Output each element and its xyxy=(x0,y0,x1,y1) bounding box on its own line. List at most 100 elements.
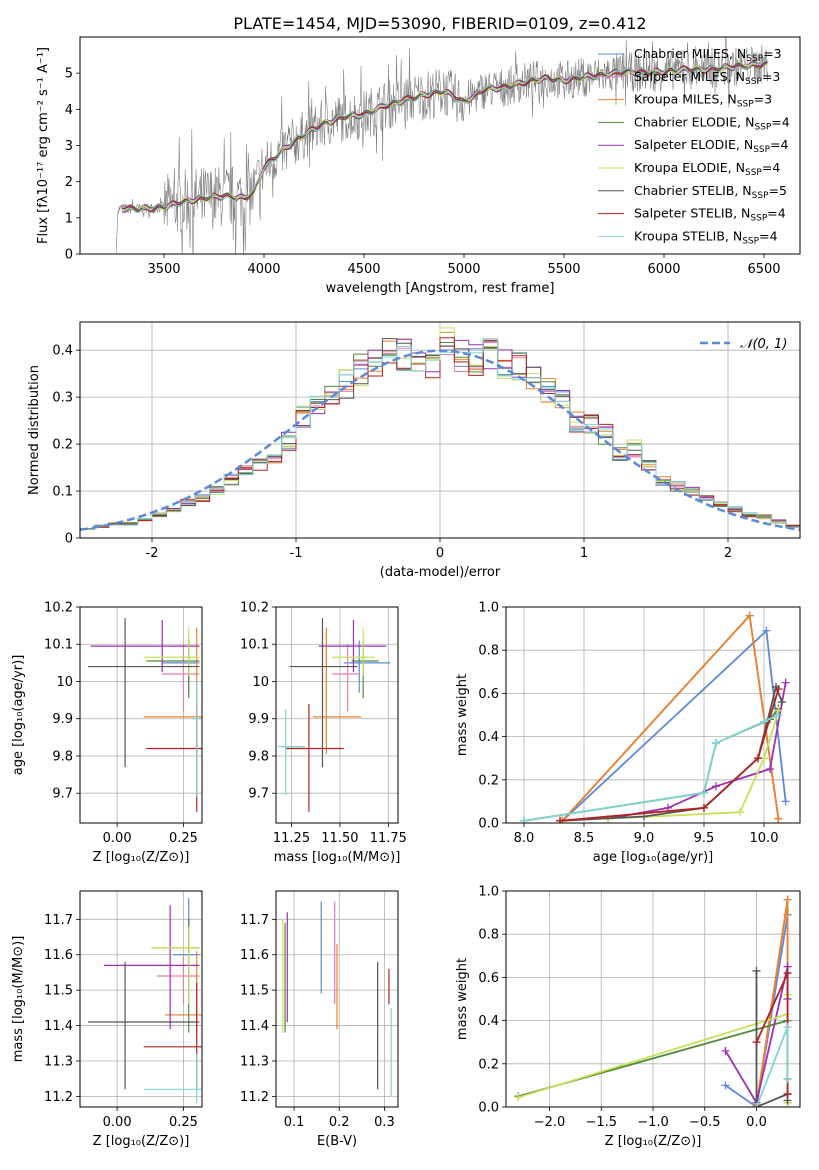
weight-marker xyxy=(752,1103,761,1107)
y-tick-label: 0.8 xyxy=(478,928,499,943)
legend-n-equals: = xyxy=(770,137,780,152)
legend-n-value: 3 xyxy=(764,92,772,107)
y-tick-label: 0.2 xyxy=(52,438,73,453)
x-tick-label: 6500 xyxy=(747,262,780,277)
y-tick-label: 0 xyxy=(65,532,73,547)
legend-label: Chabrier STELIB, NSSP=5 xyxy=(634,183,787,201)
x-tick-label: 0.3 xyxy=(374,1115,395,1130)
spectrum-panel: 3500 4000 4500 5000 5500 6000 6500012345wavele… xyxy=(36,36,801,296)
x-tick-label: 0 xyxy=(436,546,444,561)
weight-line xyxy=(724,914,789,1107)
y-tick-label: 11.4 xyxy=(44,1019,73,1034)
x-tick-label: 6000 xyxy=(647,262,680,277)
y-axis-label: Normed distribution xyxy=(27,365,42,495)
legend-label: Salpeter ELODIE, NSSP=4 xyxy=(634,137,789,155)
x-axis-label: (data-model)/error xyxy=(380,565,501,580)
legend-model-name: Kroupa STELIB xyxy=(634,228,725,243)
x-tick-label: 9.5 xyxy=(694,831,715,846)
y-tick-label: 9.9 xyxy=(52,712,73,727)
legend-n-value: 4 xyxy=(782,114,790,129)
legend-n-equals: = xyxy=(769,183,779,198)
y-tick-label: 10.2 xyxy=(240,601,269,616)
legend-n-symbol: , N xyxy=(737,114,754,129)
weight-marker xyxy=(783,895,792,904)
y-tick-label: 0.6 xyxy=(478,687,499,702)
y-tick-label: 11.5 xyxy=(44,984,73,999)
legend-n-symbol: , N xyxy=(733,206,750,221)
age_vs_Z-panel: 0.00 0.25 9.7 9.8 9.9 10 10.1 10.2 Z [log₁₀(Z/Z⊙… xyxy=(11,601,203,865)
x-axis-label: mass [log₁₀(M/M⊙)] xyxy=(274,850,401,865)
legend-model-name: Chabrier MILES xyxy=(634,46,729,61)
y-axis-label: mass [log₁₀(M/M⊙)] xyxy=(11,936,26,1063)
x-tick-label: 0.2 xyxy=(329,1115,350,1130)
legend-n-value: 4 xyxy=(781,137,789,152)
legend-n-equals: = xyxy=(771,114,781,129)
weight-marker xyxy=(712,739,720,748)
weight-marker xyxy=(754,754,762,763)
mass_weight_vs_age-panel: 8.0 8.5 9.0 9.5 10.0 0.0 0.2 0.4 0.6 0.8 1.0 age [l… xyxy=(455,601,801,865)
x-tick-label: 0.1 xyxy=(284,1115,305,1130)
y-tick-label: 11.2 xyxy=(240,1090,269,1105)
legend-n-subscript: SSP xyxy=(745,168,762,178)
legend-model-name: Salpeter STELIB xyxy=(634,206,733,221)
errorbars xyxy=(277,618,391,812)
x-axis-label: wavelength [Angstrom, rest frame] xyxy=(326,281,555,296)
y-tick-label: 11.6 xyxy=(44,948,73,963)
plot-frame xyxy=(79,321,801,539)
residual-histogram xyxy=(80,338,800,530)
legend-n-symbol: , N xyxy=(728,160,745,175)
legend-n-value: 3 xyxy=(774,46,782,61)
x-tick-label: 0.0 xyxy=(746,1115,767,1130)
weight-marker xyxy=(766,765,774,773)
y-tick-label: 1.0 xyxy=(478,601,499,616)
y-tick-label: 11.4 xyxy=(240,1019,269,1034)
legend-label: Kroupa MILES, NSSP=3 xyxy=(634,92,772,110)
mass_weight_vs_Z-panel: −2.0 −1.5 −1.0 −0.5 0.0 0.0 0.2 0.4 0.6 0.8 1.0 Z [… xyxy=(455,885,801,1149)
legend-label: Chabrier ELODIE, NSSP=4 xyxy=(634,114,790,132)
y-tick-label: 5 xyxy=(65,67,73,82)
plot-frame xyxy=(505,890,801,1108)
weight-marker xyxy=(774,711,783,719)
y-tick-label: 4 xyxy=(65,103,73,118)
legend-n-equals: = xyxy=(763,46,773,61)
y-axis-label: mass weight xyxy=(455,674,470,756)
y-tick-label: 9.7 xyxy=(248,787,269,802)
weight-marker xyxy=(745,611,754,620)
mass_vs_Z-panel: 0.00 0.25 11.2 11.3 11.4 11.5 11.6 11.7 Z [log₁₀… xyxy=(11,890,203,1149)
weight-marker xyxy=(778,698,786,707)
weight-marker xyxy=(781,678,790,687)
weight-lines xyxy=(514,895,792,1107)
x-tick-label: 8.0 xyxy=(514,831,535,846)
legend-n-symbol: , N xyxy=(736,137,753,152)
legend-n-symbol: , N xyxy=(734,183,751,198)
x-tick-label: 11.25 xyxy=(273,831,310,846)
x-axis-label: E(B-V) xyxy=(317,1134,357,1149)
weight-marker xyxy=(721,1081,730,1090)
y-tick-label: 0.3 xyxy=(52,391,73,406)
weight-marker xyxy=(712,782,720,791)
legend-n-equals: = xyxy=(754,92,764,107)
y-tick-label: 11.2 xyxy=(44,1090,73,1105)
plot-frame xyxy=(275,606,399,824)
y-tick-label: 10.1 xyxy=(240,638,269,653)
x-tick-label: 9.0 xyxy=(634,831,655,846)
y-tick-label: 10.1 xyxy=(44,638,73,653)
weight-lines xyxy=(520,611,790,823)
x-tick-label: 0.00 xyxy=(103,1115,132,1130)
y-tick-label: 0.8 xyxy=(478,644,499,659)
residuals-panel: -2 -1 0 1 2 0 0.1 0.2 0.3 0.4 (data-model)/error No… xyxy=(27,321,801,580)
x-tick-label: 4000 xyxy=(247,262,280,277)
legend-label: Salpeter MILES, NSSP=3 xyxy=(634,69,780,87)
legend-n-value: 4 xyxy=(772,160,780,175)
y-tick-label: 0.1 xyxy=(52,485,73,500)
legend-n-equals: = xyxy=(762,160,772,175)
errorbars xyxy=(87,618,202,812)
legend-n-subscript: SSP xyxy=(753,145,770,155)
weight-marker xyxy=(752,1038,761,1047)
legend-n-value: 4 xyxy=(778,206,786,221)
x-tick-label: 5000 xyxy=(447,262,480,277)
x-tick-label: 0.25 xyxy=(169,831,198,846)
weight-line xyxy=(559,688,780,822)
